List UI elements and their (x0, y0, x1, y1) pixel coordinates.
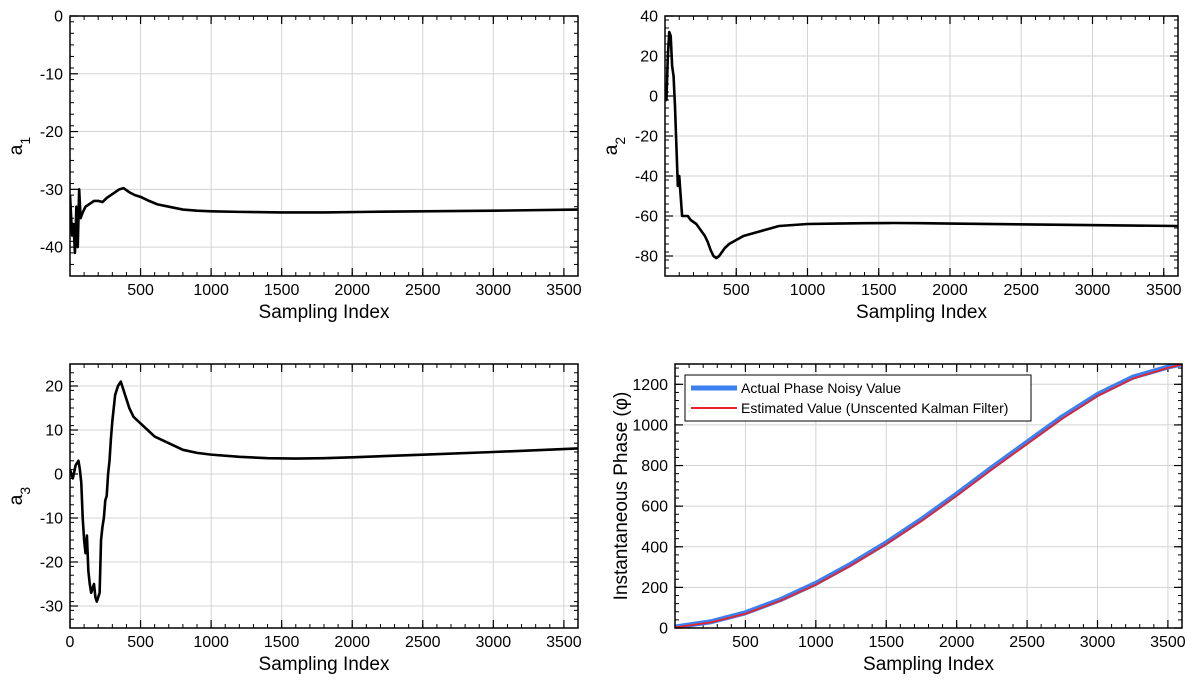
x-tick-label: 3500 (1150, 634, 1186, 651)
y-tick-label: 0 (659, 621, 668, 638)
x-tick-label: 1000 (798, 634, 834, 651)
x-tick-label: 500 (732, 634, 759, 651)
y-tick-label: 40 (640, 9, 658, 26)
x-tick-label: 1000 (790, 282, 826, 299)
series-line-0 (70, 380, 578, 603)
y-axis-label: a1 (6, 137, 33, 156)
x-tick-label: 3500 (546, 634, 582, 651)
y-tick-label: -40 (635, 169, 658, 186)
legend-box (684, 374, 1032, 422)
x-tick-label: 2500 (1003, 282, 1039, 299)
x-axis-label: Sampling Index (863, 654, 994, 675)
subplot-a1: 500 1000 1500 2000 2500 3000 3500 -40 -30 -20 -10 0… (6, 9, 582, 324)
y-tick-label: -20 (40, 124, 63, 141)
x-tick-label: 2000 (334, 634, 370, 651)
y-tick-label: -10 (40, 66, 63, 83)
y-tick-label: -30 (40, 182, 63, 199)
x-tick-label: 1000 (193, 282, 229, 299)
legend-label: Actual Phase Noisy Value (741, 380, 901, 396)
y-tick-label: 600 (641, 499, 668, 516)
x-tick-label: 1500 (264, 634, 300, 651)
x-tick-label: 1500 (264, 282, 300, 299)
x-tick-label: 500 (127, 282, 154, 299)
plot-frame (664, 15, 1179, 277)
y-tick-label: -80 (635, 249, 658, 266)
y-tick-label: 0 (649, 89, 658, 106)
x-tick-label: 1000 (193, 634, 229, 651)
y-tick-label: 20 (640, 49, 658, 66)
x-axis-label: Sampling Index (259, 302, 390, 323)
x-axis-label: Sampling Index (259, 654, 390, 675)
series-line-1 (675, 364, 1182, 628)
series-line-0 (70, 186, 578, 255)
x-tick-label: 2000 (939, 634, 975, 651)
x-tick-label: 3000 (1080, 634, 1116, 651)
y-tick-label: -30 (40, 599, 63, 616)
y-tick-label: 0 (54, 9, 63, 26)
subplot-a3: 0 500 1000 1500 2000 2500 3000 3500 -30 -20 -10 0 10… (6, 363, 582, 675)
series-line-0 (665, 30, 1178, 260)
x-tick-label: 1500 (868, 634, 904, 651)
y-axis-label: Instantaneous Phase (φ) (611, 392, 632, 601)
x-tick-label: 2000 (334, 282, 370, 299)
x-tick-label: 1500 (861, 282, 897, 299)
y-tick-label: 10 (45, 423, 63, 440)
y-tick-label: 1200 (632, 377, 668, 394)
x-axis-label: Sampling Index (856, 302, 987, 323)
x-tick-label: 3500 (1146, 282, 1182, 299)
y-tick-label: -20 (635, 129, 658, 146)
plot-frame (674, 363, 1183, 629)
x-tick-label: 500 (723, 282, 750, 299)
subplot-phase: 500 1000 1500 2000 2500 3000 3500 0 200 400 600 800… (611, 363, 1186, 675)
x-tick-label: 2500 (405, 282, 441, 299)
y-tick-label: -40 (40, 240, 63, 257)
y-axis-label: a3 (6, 487, 33, 506)
x-tick-label: 3500 (546, 282, 582, 299)
y-tick-label: -60 (635, 209, 658, 226)
x-tick-label: 0 (66, 634, 75, 651)
plot-frame (69, 15, 579, 277)
y-tick-label: 800 (641, 458, 668, 475)
y-tick-label: 200 (641, 580, 668, 597)
x-tick-label: 2500 (1009, 634, 1045, 651)
y-tick-label: 20 (45, 379, 63, 396)
y-tick-label: -10 (40, 511, 63, 528)
x-tick-label: 3000 (1075, 282, 1111, 299)
y-axis-label: a2 (601, 137, 628, 156)
x-tick-label: 3000 (476, 634, 512, 651)
x-tick-label: 500 (127, 634, 154, 651)
subplot-a2: 500 1000 1500 2000 2500 3000 3500 -80 -60 -40 -20 0… (601, 9, 1182, 324)
y-tick-label: -20 (40, 555, 63, 572)
series-line-0 (675, 364, 1182, 628)
legend-label: Estimated Value (Unscented Kalman Filter… (741, 400, 1008, 416)
y-tick-label: 400 (641, 539, 668, 556)
y-tick-label: 0 (54, 467, 63, 484)
y-tick-label: 1000 (632, 417, 668, 434)
plot-frame (69, 363, 579, 629)
x-tick-label: 2500 (405, 634, 441, 651)
x-tick-label: 2000 (932, 282, 968, 299)
x-tick-label: 3000 (476, 282, 512, 299)
